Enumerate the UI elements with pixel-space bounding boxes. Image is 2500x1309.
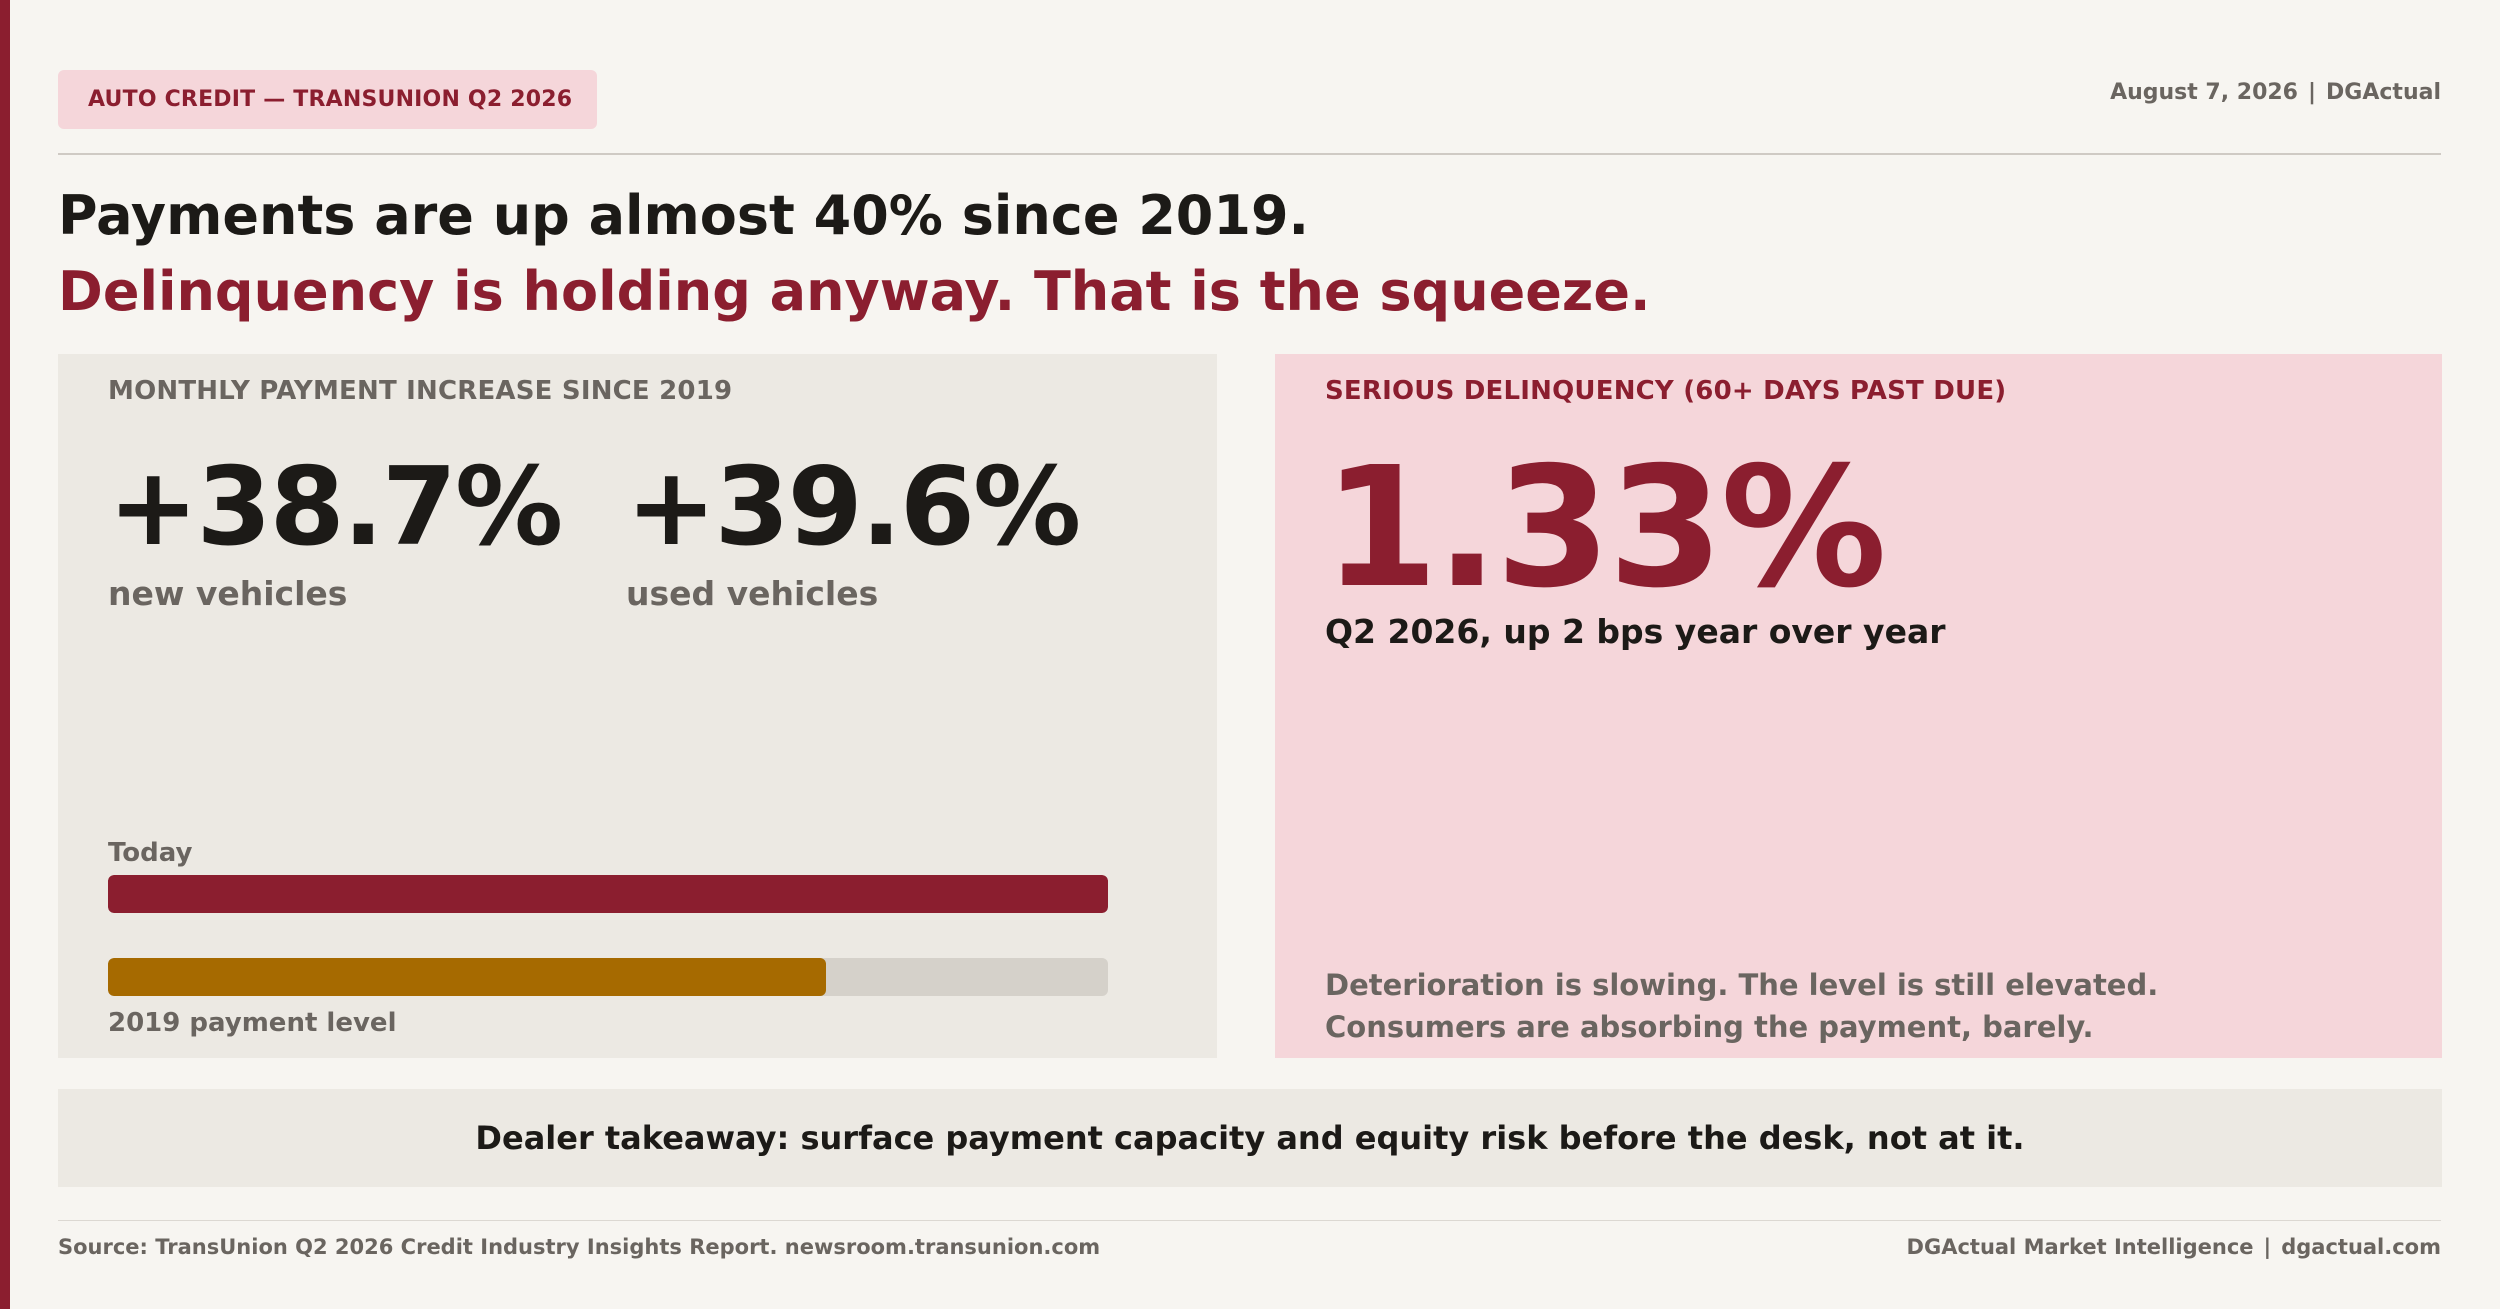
headline-line-1: Payments are up almost 40% since 2019. <box>58 184 1310 247</box>
stat-value: +39.6% <box>626 445 1081 570</box>
baseline-payment-bar-fill <box>108 958 826 996</box>
footer-brand: DGActual Market Intelligence | dgactual.co… <box>1907 1235 2441 1259</box>
today-payment-bar-fill <box>108 875 1108 913</box>
delinquency-panel: SERIOUS DELINQUENCY (60+ DAYS PAST DUE) … <box>1275 354 2442 1058</box>
payment-increase-panel: MONTHLY PAYMENT INCREASE SINCE 2019 +38.… <box>58 354 1217 1058</box>
baseline-bar-label: 2019 payment level <box>108 1008 397 1038</box>
delinquency-note: Deterioration is slowing. The level is s… <box>1325 964 2158 1048</box>
stat-used-vehicles: +39.6% used vehicles <box>626 445 1081 614</box>
delinquency-rate: 1.33% <box>1323 432 1887 625</box>
publisher-name: DGActual <box>2326 80 2441 105</box>
delinquency-subtitle: Q2 2026, up 2 bps year over year <box>1325 612 1946 651</box>
today-payment-bar <box>108 875 1108 913</box>
dealer-takeaway: Dealer takeaway: surface payment capacit… <box>58 1089 2442 1187</box>
delinquency-panel-label: SERIOUS DELINQUENCY (60+ DAYS PAST DUE) <box>1325 376 2007 406</box>
publish-date: August 7, 2026 <box>2110 80 2298 105</box>
dateline: August 7, 2026 | DGActual <box>2110 80 2441 105</box>
footer-divider <box>58 1220 2441 1221</box>
brand-name: DGActual Market Intelligence <box>1906 1235 2254 1259</box>
delinquency-note-line-1: Deterioration is slowing. The level is s… <box>1325 968 2159 1002</box>
headline: Payments are up almost 40% since 2019. D… <box>58 178 1650 330</box>
brand-site: dgactual.com <box>2281 1235 2441 1259</box>
payment-panel-label: MONTHLY PAYMENT INCREASE SINCE 2019 <box>108 376 733 406</box>
dateline-separator: | <box>2308 80 2317 105</box>
delinquency-note-line-2: Consumers are absorbing the payment, bar… <box>1325 1010 2094 1044</box>
today-bar-label: Today <box>108 838 193 868</box>
stat-value: +38.7% <box>108 445 563 570</box>
brand-separator: | <box>2263 1235 2272 1259</box>
accent-strip <box>0 0 10 1309</box>
source-citation: Source: TransUnion Q2 2026 Credit Indust… <box>58 1235 1101 1259</box>
header-divider <box>58 153 2441 155</box>
category-tag: AUTO CREDIT — TRANSUNION Q2 2026 <box>58 70 597 129</box>
headline-line-2: Delinquency is holding anyway. That is t… <box>58 260 1651 323</box>
stat-caption: new vehicles <box>108 574 348 613</box>
stat-caption: used vehicles <box>626 574 879 613</box>
baseline-payment-bar <box>108 958 1108 996</box>
stat-new-vehicles: +38.7% new vehicles <box>108 445 563 614</box>
